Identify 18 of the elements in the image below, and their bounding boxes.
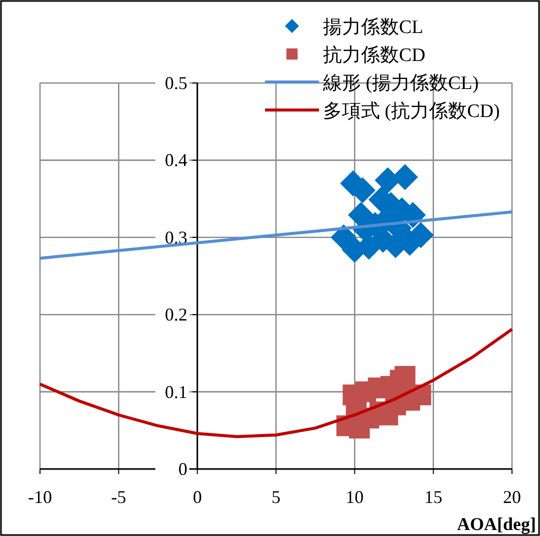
- x-tick-label: 10: [346, 487, 364, 507]
- y-tick-label: 0: [178, 459, 188, 479]
- y-tick-label: 0.3: [164, 227, 188, 248]
- x-tick-label: -5: [111, 487, 126, 507]
- x-tick-label: -10: [28, 487, 52, 507]
- legend-label: 線形 (揚力係数CL): [322, 73, 479, 94]
- x-tick-label: 20: [503, 487, 521, 507]
- y-tick-label: 0.5: [164, 73, 188, 93]
- x-tick-label: 5: [272, 487, 280, 507]
- x-tick-label: 15: [424, 487, 442, 507]
- x-tick-label: 0: [192, 487, 202, 507]
- y-tick-label: 0.1: [164, 382, 188, 402]
- legend-label: 抗力係数CD: [323, 45, 426, 66]
- legend-label: 揚力係数CL: [323, 17, 424, 38]
- y-tick-label: 0.4: [164, 150, 188, 170]
- x-axis-title: AOA[deg]: [457, 514, 536, 534]
- y-tick-label: 0.2: [164, 304, 188, 325]
- legend-label: 多項式 (抗力係数CD): [323, 101, 500, 122]
